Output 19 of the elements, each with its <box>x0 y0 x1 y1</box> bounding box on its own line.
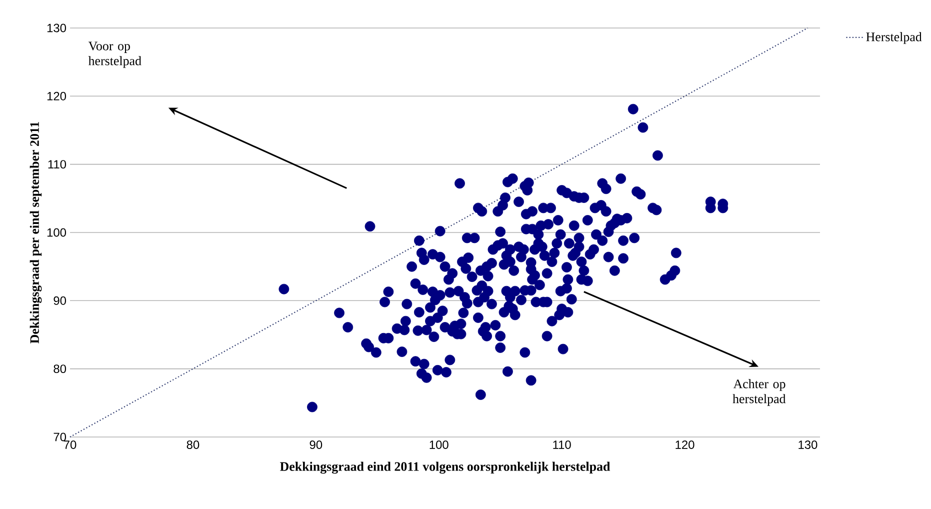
y-tick-label: 90 <box>54 296 66 305</box>
y-tick-label: 110 <box>48 160 66 169</box>
x-tick-label: 120 <box>676 440 694 449</box>
x-tick-label: 130 <box>798 440 818 449</box>
y-tick-label: 120 <box>47 92 66 100</box>
y-tick-label: 100 <box>47 228 66 237</box>
annotation: Achter op herstelpad <box>732 379 786 406</box>
x-tick-label: 70 <box>64 440 76 449</box>
legend-label: Herstelpad <box>866 32 922 44</box>
x-tick-label: 100 <box>430 440 448 449</box>
x-tick-label: 90 <box>310 440 322 449</box>
y-tick-label: 80 <box>54 364 66 374</box>
x-axis-title: Dekkingsgraad eind 2011 volgens oorspronkelijk herstelpad <box>280 462 610 474</box>
x-tick-label: 110 <box>553 440 571 449</box>
y-axis-title: Dekkingsgraad per eind september 2011 <box>30 122 42 344</box>
y-tick-label: 130 <box>47 24 66 32</box>
annotation: Voor op herstelpad <box>88 42 142 68</box>
y-tick-label: 70 <box>54 432 66 442</box>
x-tick-label: 80 <box>186 440 200 449</box>
